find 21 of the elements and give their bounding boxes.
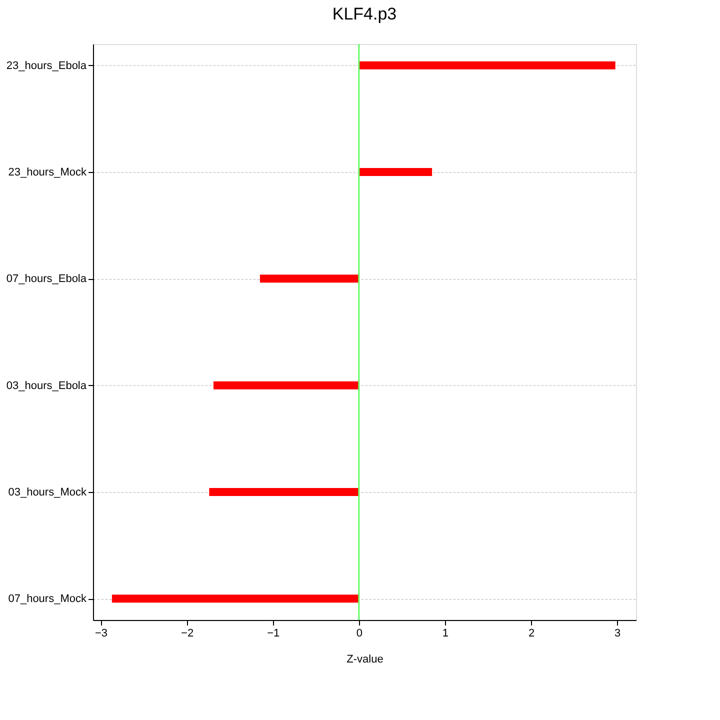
x-tick-label: 1 bbox=[442, 628, 449, 640]
x-tick-label: 2 bbox=[528, 628, 535, 640]
x-tick-label: 0 bbox=[356, 628, 362, 640]
y-tick-label: 23_hours_Ebola bbox=[6, 60, 88, 72]
bar bbox=[358, 61, 616, 70]
bar bbox=[209, 488, 359, 496]
x-tick-label: −3 bbox=[94, 628, 108, 640]
y-tick-label: 03_hours_Ebola bbox=[6, 380, 88, 392]
chart-title: KLF4.p3 bbox=[332, 4, 397, 24]
y-tick-label: 07_hours_Ebola bbox=[6, 273, 88, 286]
x-tick-label: 3 bbox=[614, 628, 621, 640]
y-tick-label: 07_hours_Mock bbox=[8, 593, 87, 606]
bar bbox=[358, 168, 432, 176]
bar bbox=[112, 594, 359, 603]
y-tick-label: 03_hours_Mock bbox=[8, 486, 87, 498]
bar bbox=[260, 274, 359, 283]
x-tick-label: −2 bbox=[181, 628, 194, 640]
bar bbox=[213, 381, 359, 390]
x-tick-label: −1 bbox=[267, 628, 280, 640]
x-axis-title: Z-value bbox=[346, 654, 384, 666]
y-tick-label: 23_hours_Mock bbox=[8, 166, 87, 178]
